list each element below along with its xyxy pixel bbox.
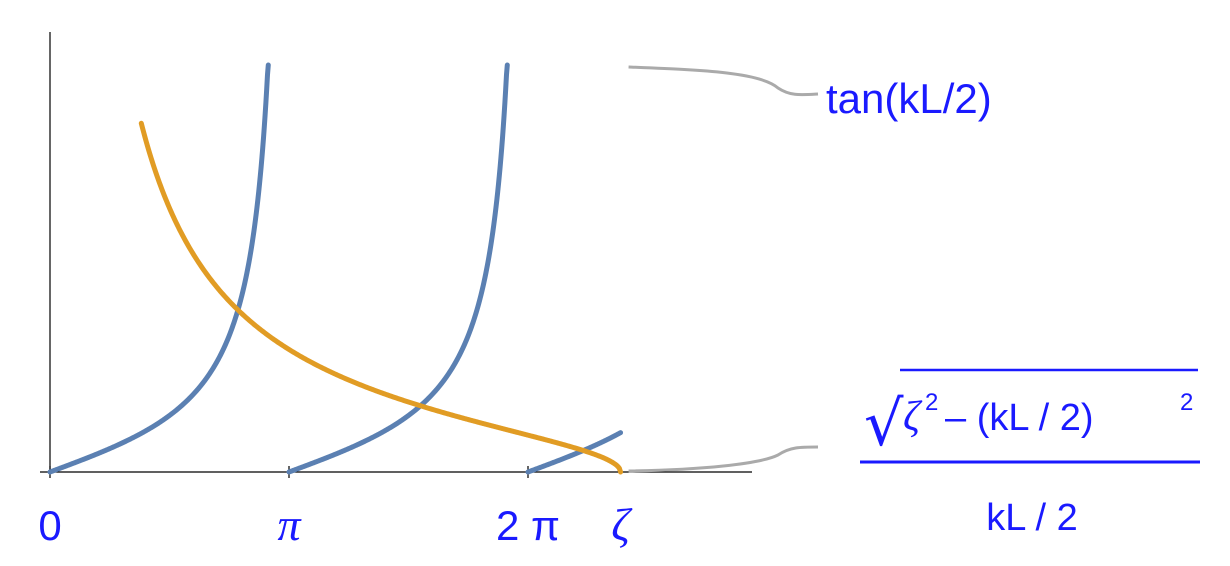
axes <box>40 32 752 473</box>
tan-curve-label: tan(kL/2) <box>826 75 992 122</box>
numerator-zeta: ζ <box>903 394 923 440</box>
tan-callout-line <box>628 65 819 97</box>
callouts <box>628 65 819 473</box>
x-tick-label: 0 <box>38 502 61 549</box>
tan-branch-2 <box>286 62 510 475</box>
x-tick-label: 2 π <box>496 502 560 549</box>
curves <box>47 62 624 475</box>
x-ticks: 0 π 2 π ζ <box>38 466 633 550</box>
numerator-exponent-1: 2 <box>925 389 938 416</box>
tan-branch-1 <box>47 62 271 475</box>
numerator-exponent-2: 2 <box>1180 389 1193 416</box>
denominator: kL / 2 <box>986 497 1078 539</box>
ratio-callout-line <box>628 445 819 473</box>
x-tick-label: π <box>277 499 302 550</box>
x-tick-label: ζ <box>611 499 633 550</box>
ratio-curve-label: √ ζ 2 – (kL / 2) 2 kL / 2 <box>860 368 1200 539</box>
ratio-curve <box>138 120 624 475</box>
numerator-rest: – (kL / 2) <box>945 397 1094 439</box>
sqrt-icon: √ <box>864 387 904 460</box>
tan-branch-3 <box>525 430 624 475</box>
